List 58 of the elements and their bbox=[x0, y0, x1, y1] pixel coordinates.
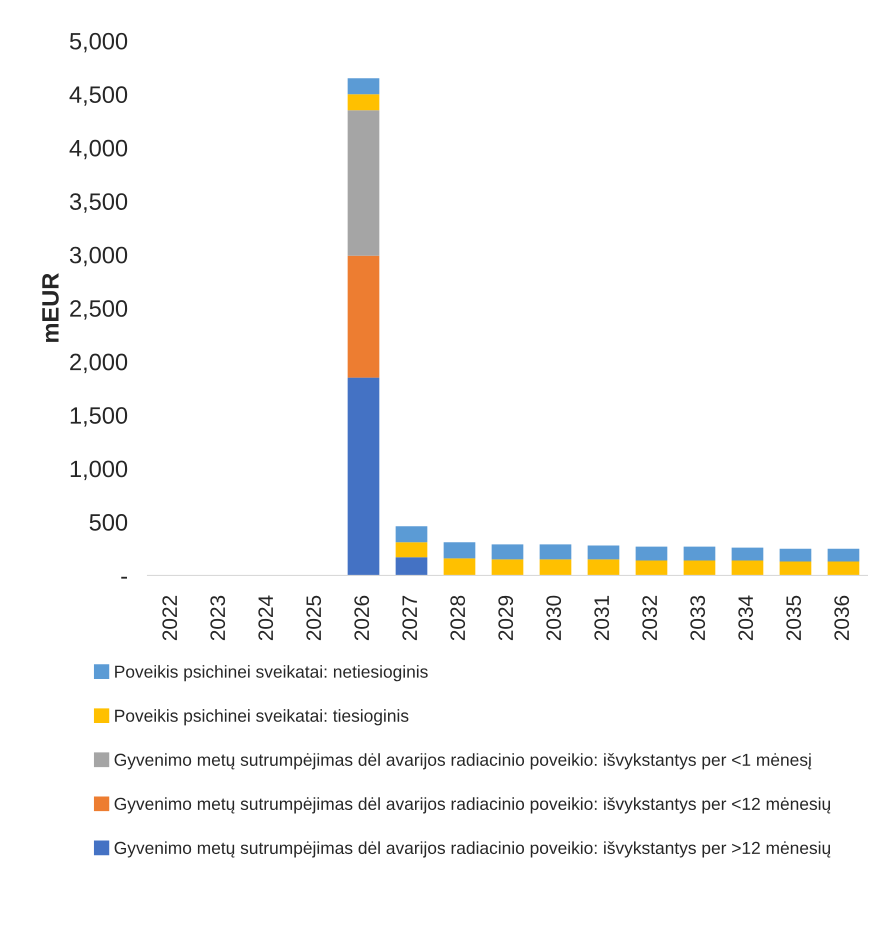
y-tick-label: 2,500 bbox=[70, 300, 128, 320]
bar bbox=[396, 542, 428, 558]
y-tick-label: 4,500 bbox=[70, 86, 128, 106]
x-tick-label: 2032 bbox=[642, 596, 658, 640]
bar bbox=[348, 378, 380, 576]
bar bbox=[780, 562, 812, 576]
bar bbox=[396, 526, 428, 542]
y-tick-label: 500 bbox=[90, 514, 128, 531]
bar bbox=[684, 560, 716, 576]
legend-label: Poveikis psichinei sveikatai: netiesioginis bbox=[115, 665, 428, 682]
bar bbox=[540, 559, 572, 576]
x-tick-label: 2029 bbox=[498, 596, 514, 640]
bar bbox=[636, 546, 668, 560]
x-tick-label: 2026 bbox=[354, 596, 370, 640]
bar bbox=[444, 558, 476, 576]
bar bbox=[396, 557, 428, 576]
y-tick-label: - bbox=[121, 576, 128, 579]
bar bbox=[588, 545, 620, 560]
y-tick-label: 3,500 bbox=[70, 193, 128, 213]
y-tick-label: 1,500 bbox=[70, 407, 128, 427]
bar bbox=[348, 78, 380, 94]
y-tick-label: 1,000 bbox=[70, 460, 128, 480]
legend-label: Gyvenimo metų sutrumpėjimas dėl avarijos radiacinio poveikio: išvykstantys per >12 mėnesių bbox=[114, 841, 830, 858]
y-tick-label: 3,000 bbox=[70, 246, 128, 266]
x-tick-label: 2034 bbox=[738, 595, 754, 640]
y-tick-label: 2,000 bbox=[70, 354, 128, 374]
x-tick-label: 2030 bbox=[546, 596, 562, 640]
bar bbox=[540, 544, 572, 560]
bar bbox=[828, 562, 860, 576]
legend-label: Gyvenimo metų sutrumpėjimas dėl avarijos radiacinio poveikio: išvykstantys per <1 mėnesį bbox=[114, 753, 812, 770]
bar bbox=[732, 548, 764, 560]
bar bbox=[732, 560, 764, 576]
bar bbox=[444, 542, 476, 558]
x-tick-label: 2033 bbox=[690, 596, 706, 640]
y-tick-label: 5,000 bbox=[70, 32, 128, 52]
legend-label: Gyvenimo metų sutrumpėjimas dėl avarijos radiacinio poveikio: išvykstantys per <12 mėnesių bbox=[114, 797, 830, 814]
legend-label: Poveikis psichinei sveikatai: tiesioginis bbox=[115, 709, 408, 726]
x-tick-label: 2023 bbox=[210, 596, 226, 640]
x-tick-label: 2035 bbox=[786, 596, 802, 640]
bar bbox=[348, 256, 380, 378]
bar bbox=[780, 548, 812, 562]
x-tick-label: 2024 bbox=[258, 595, 274, 640]
x-tick-label: 2031 bbox=[594, 596, 610, 640]
x-tick-label: 2027 bbox=[402, 596, 418, 640]
bar bbox=[684, 546, 716, 560]
bar bbox=[828, 548, 860, 562]
x-tick-label: 2025 bbox=[306, 596, 322, 640]
bar bbox=[636, 560, 668, 576]
bar bbox=[348, 94, 380, 110]
x-tick-label: 2022 bbox=[162, 596, 178, 640]
y-tick-label: 4,000 bbox=[70, 140, 128, 160]
x-tick-label: 2028 bbox=[450, 596, 466, 640]
bar bbox=[348, 110, 380, 256]
bar bbox=[492, 559, 524, 576]
y-axis-title: mEUR bbox=[42, 273, 59, 342]
bar bbox=[492, 544, 524, 560]
x-tick-label: 2036 bbox=[834, 596, 850, 640]
bar bbox=[588, 559, 620, 576]
